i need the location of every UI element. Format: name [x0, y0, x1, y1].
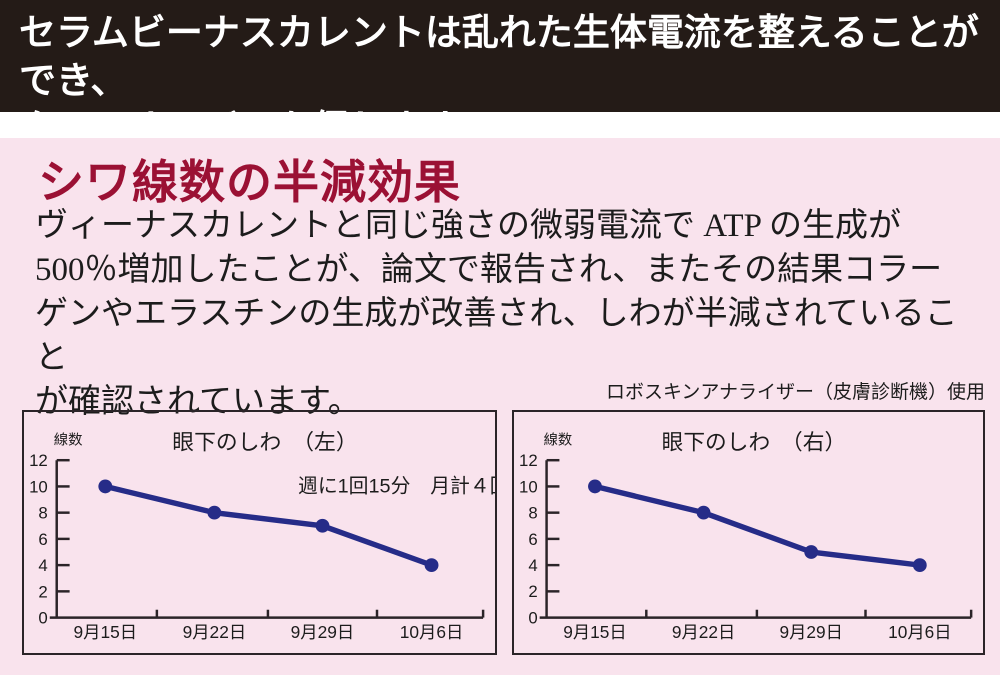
- x-tick-label: 9月22日: [183, 622, 247, 642]
- y-tick-label: 4: [38, 556, 47, 575]
- section-title: シワ線数の半減効果: [38, 156, 461, 208]
- series-line: [102, 483, 435, 568]
- y-tick-label: 0: [528, 609, 537, 628]
- device-note: ロボスキンアナライザー（皮膚診断機）使用: [605, 382, 985, 403]
- body-line: が確認されています。: [35, 384, 361, 420]
- series-line: [592, 483, 923, 568]
- data-point: [912, 558, 927, 573]
- y-tick-label: 8: [38, 504, 47, 523]
- chart-right-svg: 眼下のしわ （右） 線数 0 2 4 6 8 10 12 9月15日 9月22日 9月29日 10月6日: [519, 429, 973, 642]
- data-point: [588, 479, 602, 494]
- body-text: ヴィーナスカレントと同じ強さの微弱電流で ATP の生成が 500％増加したこと…: [35, 204, 975, 424]
- y-axis-label: 線数: [54, 432, 83, 449]
- x-tick-label: 9月15日: [563, 622, 626, 642]
- y-tick-label: 12: [29, 451, 48, 470]
- y-axis-label: 線数: [544, 431, 573, 448]
- chart-left-svg: 眼下のしわ （左） 線数 0 2 4 6 8 10 12 9月15日 9月22日 9月29日 10月6日…: [29, 429, 495, 642]
- body-line: ヴィーナスカレントと同じ強さの微弱電流で ATP の生成が: [35, 208, 901, 244]
- x-tick-label: 9月15日: [74, 622, 138, 642]
- y-tick-label: 10: [519, 477, 538, 496]
- x-tick-label: 10月6日: [888, 622, 951, 642]
- y-tick-label: 10: [29, 477, 48, 496]
- body-line: 500％増加したことが、論文で報告され、またその結果コラー: [35, 252, 943, 288]
- y-tick-label: 6: [528, 530, 537, 549]
- x-tick-label: 9月22日: [672, 622, 735, 642]
- data-point: [207, 505, 222, 520]
- data-point: [98, 479, 113, 494]
- header-line-1: セラムビーナスカレントは乱れた生体電流を整えることができ、: [19, 12, 979, 101]
- data-point: [424, 558, 439, 573]
- x-tick-label: 9月29日: [780, 622, 843, 642]
- header-banner: セラムビーナスカレントは乱れた生体電流を整えることができ、 ターンオーバーを促し…: [0, 0, 1000, 149]
- y-tick-label: 12: [519, 451, 538, 470]
- data-point: [804, 545, 819, 559]
- data-point: [696, 505, 711, 520]
- x-tick-label: 10月6日: [400, 622, 464, 642]
- y-tick-label: 6: [38, 530, 47, 549]
- body-line: ゲンやエラスチンの生成が改善され、しわが半減されていること: [35, 296, 958, 376]
- y-tick-label: 4: [528, 556, 537, 575]
- data-point: [315, 518, 330, 533]
- y-tick-label: 8: [528, 504, 537, 523]
- x-tick-label: 9月29日: [291, 622, 355, 642]
- y-tick-label: 2: [38, 582, 47, 601]
- y-tick-label: 0: [38, 609, 47, 628]
- chart-right-eye-wrinkles: 眼下のしわ （右） 線数 0 2 4 6 8 10 12 9月15日 9月22日 9月29日 10月6日: [512, 410, 985, 655]
- content-panel: シワ線数の半減効果 ヴィーナスカレントと同じ強さの微弱電流で ATP の生成が …: [0, 138, 1000, 675]
- chart-title: 眼下のしわ （左）: [172, 429, 357, 454]
- chart-annotation: 週に1回15分 月計４回: [298, 476, 495, 498]
- chart-title: 眼下のしわ （右）: [662, 429, 847, 454]
- y-tick-label: 2: [528, 582, 537, 601]
- chart-left-eye-wrinkles: 眼下のしわ （左） 線数 0 2 4 6 8 10 12 9月15日 9月22日 9月29日 10月6日…: [22, 410, 497, 655]
